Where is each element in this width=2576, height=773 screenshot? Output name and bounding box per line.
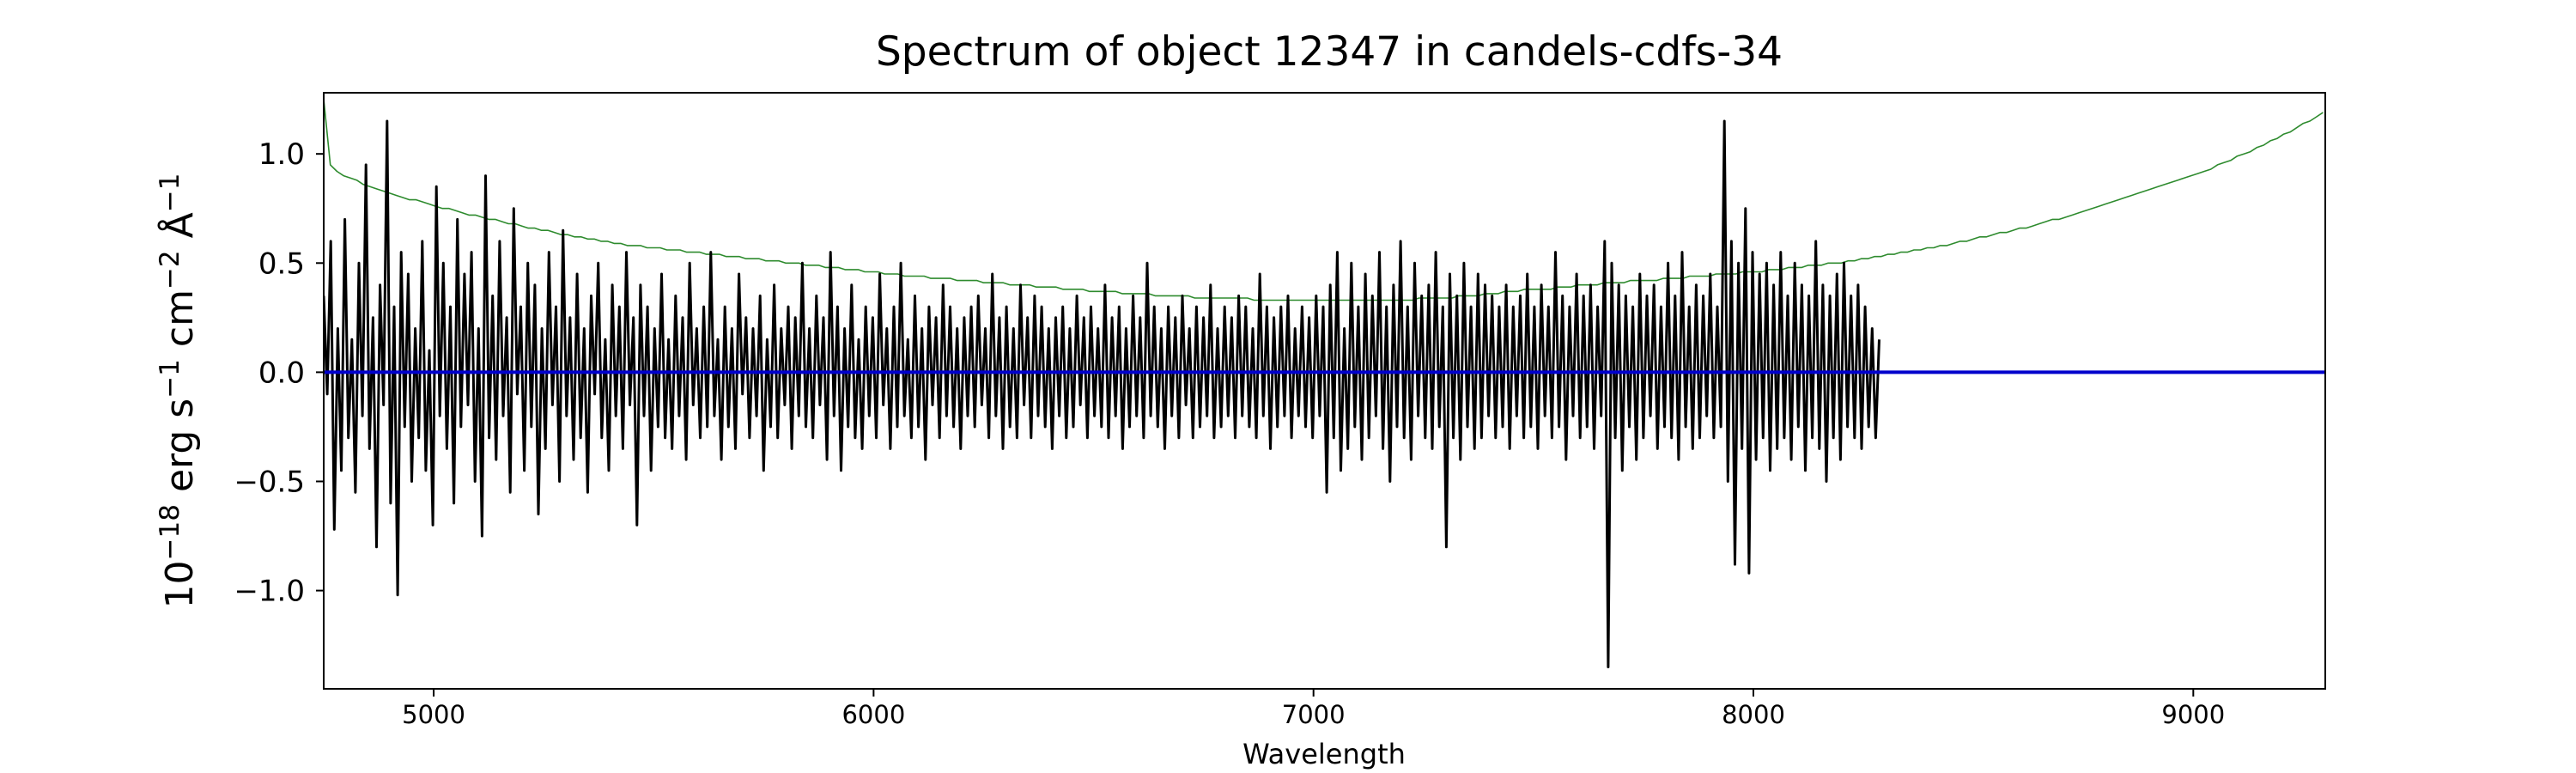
y-tick-label: 0.0 xyxy=(258,356,305,390)
y-tick-label: −1.0 xyxy=(234,575,305,609)
x-tick-label: 6000 xyxy=(841,700,905,729)
y-tick-label: −0.5 xyxy=(234,465,305,499)
y-tick-label: 0.5 xyxy=(258,247,305,281)
y-axis-label-exponent: −18 xyxy=(155,504,185,560)
y-axis-label-text: erg s xyxy=(158,399,202,504)
x-tick-label: 8000 xyxy=(1722,700,1785,729)
y-axis-label: 10−18 erg s−1 cm−2 Å−1 xyxy=(155,173,202,609)
error-spectrum-line xyxy=(324,99,2324,301)
y-axis-label-text: Å xyxy=(156,212,202,250)
x-tick-label: 5000 xyxy=(402,700,465,729)
plot-area xyxy=(324,99,2325,669)
x-axis-label: Wavelength xyxy=(1242,738,1406,770)
y-axis-label-text: 10 xyxy=(158,560,202,608)
y-axis-label-exponent: −1 xyxy=(155,359,185,399)
y-axis-label-exponent: −2 xyxy=(155,250,185,289)
y-axis-label-text: cm xyxy=(158,289,202,359)
y-axis: −1.0 −0.5 0.0 0.5 1.0 xyxy=(234,137,324,609)
flux-spectrum-line xyxy=(324,119,1880,669)
x-axis: 5000 6000 7000 8000 9000 xyxy=(402,689,2225,729)
y-tick-label: 1.0 xyxy=(258,137,305,172)
x-tick-label: 7000 xyxy=(1282,700,1346,729)
x-tick-label: 9000 xyxy=(2161,700,2225,729)
y-axis-label-exponent: −1 xyxy=(155,173,185,213)
chart-title: Spectrum of object 12347 in candels-cdfs… xyxy=(876,28,1783,76)
axes-frame xyxy=(323,92,2326,690)
